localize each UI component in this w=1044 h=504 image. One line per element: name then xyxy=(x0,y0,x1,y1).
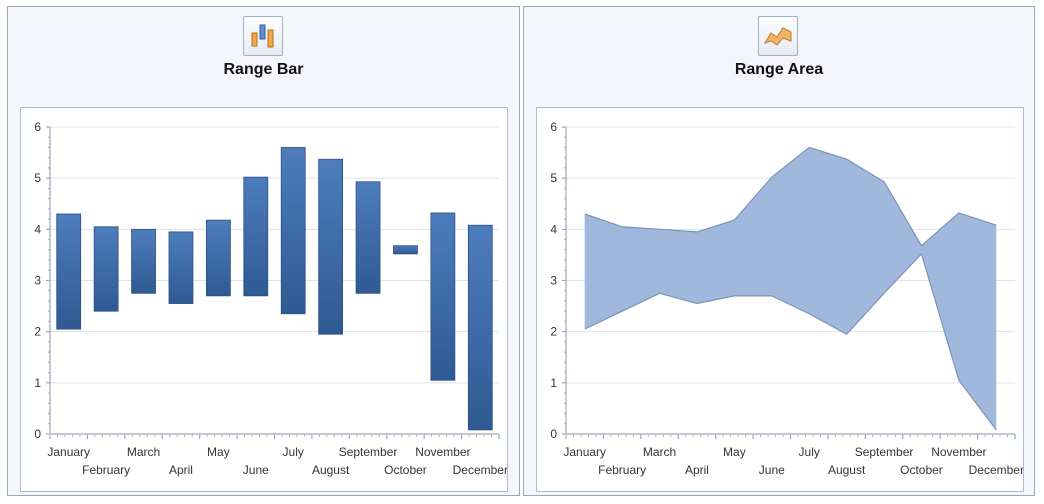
range-bar xyxy=(93,226,119,312)
x-tick-label: January xyxy=(563,445,606,459)
y-tick-label: 3 xyxy=(34,274,41,288)
x-tick-label: February xyxy=(598,463,646,477)
x-tick-label: June xyxy=(243,463,269,477)
x-tick-label: October xyxy=(900,463,943,477)
range-area-chart-frame: 0 1 2 3 4 5 6 January February March April May June J… xyxy=(536,107,1024,492)
range-area-panel[interactable]: Range Area 0 1 2 3 4 5 6 January February March Ap… xyxy=(523,6,1035,496)
y-tick-label: 4 xyxy=(550,222,557,236)
x-tick-label: March xyxy=(643,445,676,459)
y-tick-label: 5 xyxy=(550,171,557,185)
y-tick-label: 2 xyxy=(550,325,557,339)
y-tick-label: 0 xyxy=(550,427,557,441)
x-tick-label: May xyxy=(723,445,746,459)
range-area-chart: 0 1 2 3 4 5 6 January February March April May June J… xyxy=(550,120,1023,477)
range-area-low-line xyxy=(584,252,997,431)
range-area-high-line xyxy=(584,146,997,247)
range-area-icon[interactable] xyxy=(758,16,798,56)
x-tick-label: November xyxy=(415,445,470,459)
x-tick-label: October xyxy=(384,463,427,477)
range-bar xyxy=(467,224,493,431)
range-bar-icon-graphic xyxy=(251,24,273,48)
x-tick-label: February xyxy=(82,463,130,477)
y-tick-label: 3 xyxy=(550,274,557,288)
y-tick-label: 2 xyxy=(34,325,41,339)
x-tick-label: April xyxy=(169,463,193,477)
range-bar xyxy=(206,219,231,297)
range-bar-chart: 0 1 2 3 4 5 6 January February March April May June J… xyxy=(34,120,507,477)
x-tick-label: November xyxy=(931,445,986,459)
range-bar-chart-frame: 0 1 2 3 4 5 6 January February March April May June J… xyxy=(20,107,508,492)
range-bar xyxy=(131,228,156,294)
range-area-title: Range Area xyxy=(734,61,824,78)
x-tick-label: March xyxy=(127,445,160,459)
y-tick-label: 6 xyxy=(550,120,557,134)
range-area-fill xyxy=(584,147,997,430)
range-bar xyxy=(393,245,418,255)
x-tick-label: June xyxy=(759,463,785,477)
x-tick-label: July xyxy=(799,445,820,459)
range-bar-icon[interactable] xyxy=(242,16,283,56)
x-tick-label: July xyxy=(283,445,304,459)
x-tick-label: January xyxy=(47,445,90,459)
x-tick-label: August xyxy=(828,463,866,477)
y-tick-label: 1 xyxy=(550,376,557,390)
range-bar xyxy=(280,147,306,315)
range-bar-title: Range Bar xyxy=(223,61,304,78)
x-tick-label: December xyxy=(453,463,507,477)
x-tick-label: April xyxy=(685,463,709,477)
range-bar xyxy=(355,181,381,294)
x-tick-label: August xyxy=(312,463,350,477)
range-bar xyxy=(168,231,194,304)
range-bar-panel[interactable]: Range Bar 0 1 2 3 4 5 6 January February March Apr… xyxy=(7,6,520,496)
y-tick-label: 1 xyxy=(34,376,41,390)
range-bar xyxy=(56,213,82,330)
y-tick-label: 5 xyxy=(34,171,41,185)
range-bar xyxy=(243,176,269,297)
range-bar xyxy=(430,212,456,381)
x-tick-label: December xyxy=(969,463,1023,477)
y-tick-label: 0 xyxy=(34,427,41,441)
y-tick-label: 6 xyxy=(34,120,41,134)
x-tick-label: September xyxy=(855,445,914,459)
range-bar xyxy=(318,158,343,335)
y-tick-label: 4 xyxy=(34,222,41,236)
x-tick-label: September xyxy=(339,445,398,459)
x-tick-label: May xyxy=(207,445,230,459)
range-area-icon-graphic xyxy=(763,27,792,46)
